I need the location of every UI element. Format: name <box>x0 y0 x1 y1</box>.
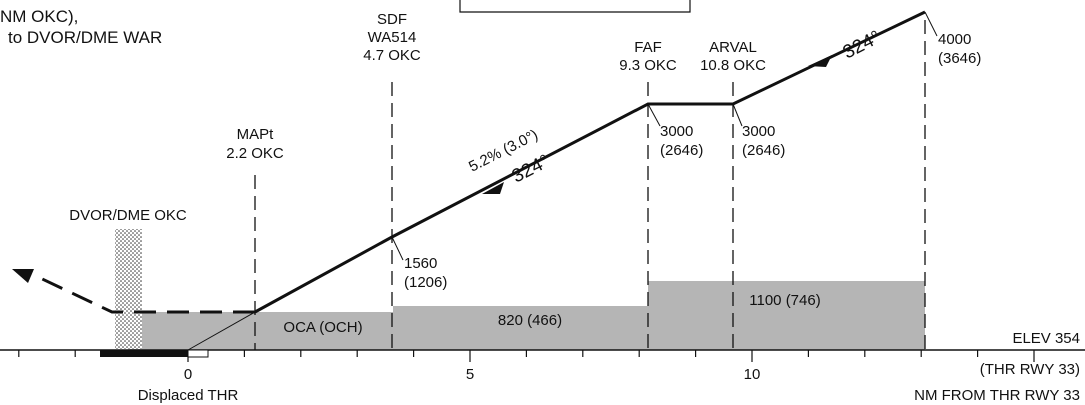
label-leaders <box>391 11 938 261</box>
oca-area-segment-3 <box>648 281 925 350</box>
glide-extension-line <box>187 311 256 351</box>
oca-segment-2-label: 820 (466) <box>498 312 562 329</box>
arval-dist-label: 10.8 OKC <box>700 57 766 74</box>
sdf-alt-leader <box>391 236 404 261</box>
faf-altitude: 3000 <box>660 123 693 140</box>
arval-altitude: 3000 <box>742 123 775 140</box>
oca-segment-3-label: 1100 (746) <box>749 292 820 309</box>
mapt-dist-label: 2.2 OKC <box>226 145 284 162</box>
descent-path <box>254 10 926 314</box>
sdf-altitude: 1560 <box>404 255 437 272</box>
displaced-threshold-box <box>187 349 209 358</box>
route-text-line-2: to DVOR/DME WAR <box>8 28 162 47</box>
oca-areas <box>128 281 925 350</box>
faf-alt-leader <box>647 103 661 127</box>
mapt-label: MAPt <box>237 126 275 143</box>
elevation-label: ELEV 354 <box>1012 330 1080 347</box>
arval-height: (2646) <box>742 142 785 159</box>
oca-area-segment-1 <box>128 312 393 350</box>
axis-tick-label-5: 5 <box>466 366 474 383</box>
descent-course-arrow <box>482 182 504 194</box>
dvor-label: DVOR/DME OKC <box>69 207 187 224</box>
iaf-altitude: 4000 <box>938 31 971 48</box>
threshold-reference-label: (THR RWY 33) <box>980 361 1080 378</box>
runway-bar <box>100 350 188 357</box>
arval-alt-leader <box>732 103 743 127</box>
plan-box-edge <box>459 0 691 13</box>
sdf-ident-label: WA514 <box>368 29 417 46</box>
arval-label: ARVAL <box>709 39 757 56</box>
inbound-course-arrow <box>808 55 832 67</box>
dvor-stipple-column <box>115 229 142 349</box>
axis-units-label: NM FROM THR RWY 33 <box>914 387 1080 404</box>
iaf-alt-leader <box>924 11 938 37</box>
missed-approach-arrowhead <box>12 269 34 283</box>
faf-label: FAF <box>634 39 662 56</box>
iaf-height: (3646) <box>938 50 981 67</box>
route-text-line-1: NM OKC), <box>0 7 78 26</box>
sdf-label: SDF <box>377 11 407 28</box>
inbound-course-label: 324° <box>840 27 885 64</box>
missed-approach-path <box>37 275 255 314</box>
sdf-dist-label: 4.7 OKC <box>363 47 421 64</box>
oca-segment-1-label: OCA (OCH) <box>283 319 362 336</box>
displaced-threshold-label: Displaced THR <box>138 387 239 404</box>
axis-tick-label-0: 0 <box>184 366 192 383</box>
faf-dist-label: 9.3 OKC <box>619 57 677 74</box>
sdf-height: (1206) <box>404 274 447 291</box>
axis-tick-label-10: 10 <box>744 366 761 383</box>
fix-lines <box>254 20 926 350</box>
oca-area-segment-2 <box>393 306 648 350</box>
faf-height: (2646) <box>660 142 703 159</box>
